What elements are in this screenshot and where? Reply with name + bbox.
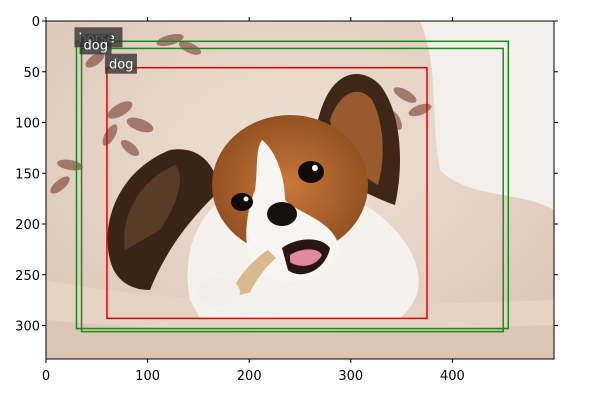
bbox-label-text: dog [109,58,133,73]
bbox-dog-1 [80,47,504,333]
x-axis-ticks: 0 100 200 300 400 [42,17,465,384]
bbox-label-bg [79,34,112,55]
bbox-label-dog-1: dog [79,34,112,55]
bbox-dog-2 [106,66,428,320]
y-tick-label: 50 [23,66,40,81]
y-tick-label: 150 [15,167,40,182]
y-tick-label: 100 [15,117,40,132]
x-tick-label: 300 [338,369,363,384]
y-tick-label: 200 [15,218,40,233]
y-tick-label: 300 [15,320,40,335]
plot-frame [45,20,555,360]
x-tick-label: 200 [237,369,262,384]
bbox-label-text: dog [84,38,108,53]
y-axis-ticks: 0 50 100 150 200 250 300 [15,15,558,335]
annotation-boxes: horsedogdog [74,27,510,333]
y-tick-label: 0 [32,15,40,30]
x-tick-label: 100 [135,369,160,384]
bbox-label-bg [104,53,137,74]
y-tick-label: 250 [15,269,40,284]
bbox-label-dog-2: dog [104,53,137,74]
x-tick-label: 400 [440,369,465,384]
x-tick-label: 0 [42,369,50,384]
dog-photo [46,21,554,359]
bbox-horse-0 [75,40,510,330]
